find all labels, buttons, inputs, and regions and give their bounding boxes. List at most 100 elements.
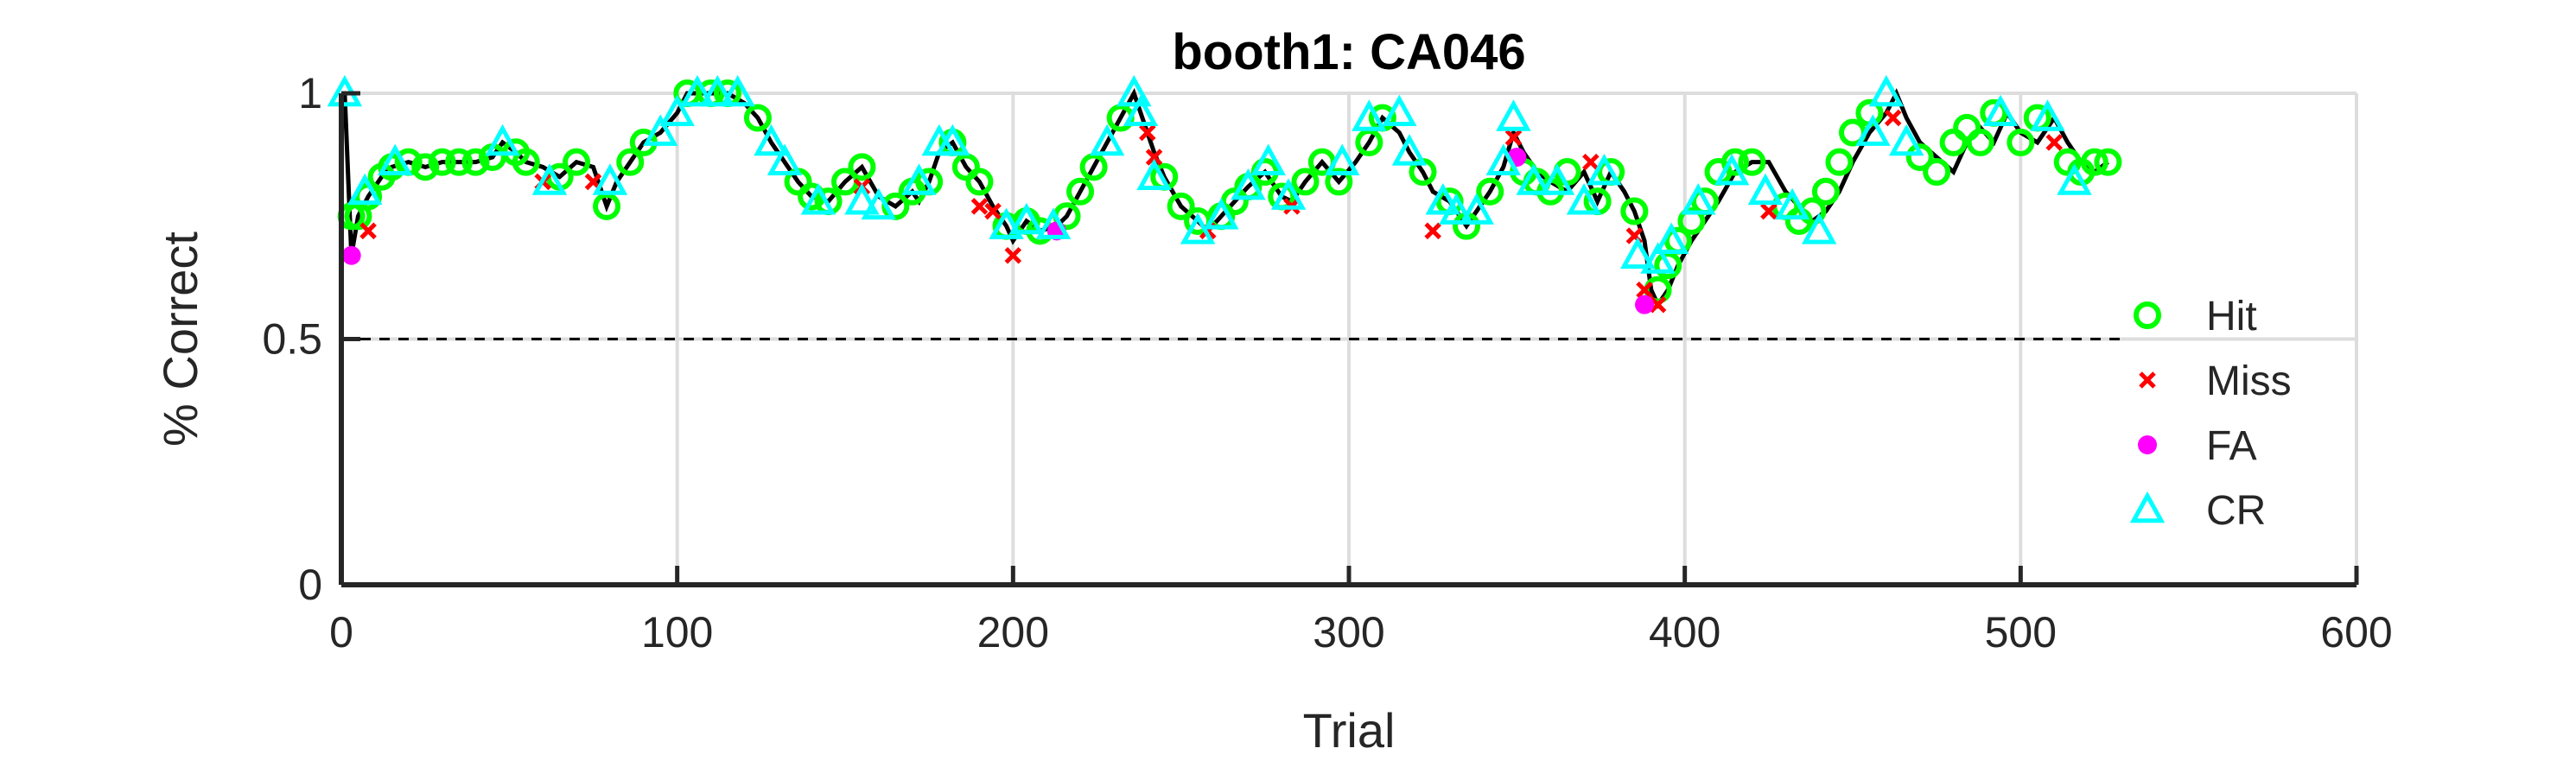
hit-point [1721, 148, 1749, 176]
cr-point [1714, 153, 1750, 186]
cr-point [861, 187, 897, 220]
miss-point [1145, 149, 1163, 166]
hit-point [1167, 192, 1195, 220]
legend-marker-fa [2138, 435, 2157, 454]
cr-point [592, 163, 628, 195]
miss-stroke [1424, 222, 1441, 240]
miss-point [1504, 129, 1523, 146]
cr-point [844, 183, 880, 215]
cr-point [1391, 134, 1428, 166]
cr-point [531, 163, 568, 195]
hit-point [1654, 251, 1682, 280]
legend-item-fa: FA [2138, 423, 2257, 469]
hit-point [965, 168, 994, 196]
hit-point [1677, 206, 1706, 235]
y-tick-label: 0 [298, 561, 322, 609]
cr-point [1035, 207, 1072, 239]
cr-point [1587, 153, 1622, 186]
legend-marker-hit [2134, 301, 2161, 329]
cr-point [754, 124, 789, 156]
cr-point [1774, 187, 1810, 220]
fa-point [341, 245, 361, 265]
cr-point [901, 163, 937, 195]
cr-point [1439, 193, 1474, 225]
cr-point [1747, 173, 1784, 206]
cr-point [1653, 222, 1689, 254]
x-tick-label: 200 [977, 608, 1049, 656]
cr-point [1620, 237, 1656, 270]
cr-point [1136, 158, 1172, 191]
miss-point [984, 202, 1002, 220]
cr-point [2057, 163, 2092, 195]
miss-stroke [1625, 227, 1644, 244]
hit-point [1966, 128, 1994, 156]
hit-point [1825, 148, 1854, 176]
cr-point [1352, 99, 1387, 131]
hit-point [461, 148, 490, 176]
miss-point [1004, 247, 1022, 264]
cr-point [1855, 114, 1891, 146]
cr-point [766, 143, 803, 175]
hit-point [1325, 168, 1353, 196]
cr-point [1270, 178, 1307, 210]
miss-point [1760, 202, 1778, 220]
cr-point [1382, 94, 1417, 127]
hit-point [1738, 148, 1766, 176]
cr-point [1204, 198, 1239, 230]
hit-point [616, 148, 645, 176]
miss-stroke [1649, 295, 1667, 314]
cr-point [1888, 124, 1924, 156]
hit-point [2094, 148, 2122, 176]
cr-point [1640, 242, 1676, 274]
hit-point [445, 148, 474, 176]
cr-point [1008, 202, 1045, 235]
miss-stroke [2139, 371, 2156, 389]
hit-point [1923, 158, 1951, 187]
miss-stroke [1004, 247, 1022, 264]
miss-point [1424, 222, 1441, 240]
hit-point [1620, 197, 1649, 225]
cr-point [377, 143, 413, 175]
x-tick-label: 100 [641, 608, 713, 656]
cr-point [485, 124, 520, 156]
hit-point [1811, 177, 1840, 206]
cr-point [1982, 94, 2019, 127]
miss-stroke [1139, 124, 1156, 142]
legend-label: CR [2206, 488, 2266, 534]
hit-point [1355, 128, 1383, 156]
miss-point [359, 222, 377, 240]
cr-point [1516, 163, 1552, 195]
y-tick-label: 0.5 [262, 315, 322, 364]
cr-point [1539, 163, 1575, 195]
series-cr [327, 74, 2092, 274]
cr-point [1485, 143, 1522, 175]
cr-point [935, 124, 970, 156]
cr-point [642, 114, 678, 146]
hit-point [1939, 128, 1968, 156]
chart-title: booth1: CA046 [1172, 24, 1525, 80]
legend-marker-cr [2129, 491, 2166, 523]
cr-point [347, 173, 383, 206]
miss-stroke [1504, 129, 1523, 146]
x-axis-label: Trial [1303, 703, 1396, 758]
cr-point [1089, 124, 1125, 156]
hit-point [512, 148, 540, 176]
legend-item-miss: Miss [2139, 358, 2292, 404]
cr-point [1496, 99, 1531, 131]
x-tick-label: 300 [1313, 608, 1384, 656]
cr-point [659, 94, 695, 127]
miss-stroke [2045, 134, 2063, 151]
cr-point [2030, 99, 2065, 131]
fa-point [1635, 295, 1655, 314]
miss-stroke [1884, 109, 1902, 127]
miss-stroke [1145, 149, 1163, 166]
cr-point [1868, 74, 1905, 107]
data-marks [327, 74, 2122, 314]
x-tick-label: 0 [329, 608, 353, 656]
hit-point [951, 153, 980, 181]
miss-point [2045, 134, 2063, 151]
miss-point [1636, 281, 1653, 299]
cr-point [1123, 94, 1159, 127]
